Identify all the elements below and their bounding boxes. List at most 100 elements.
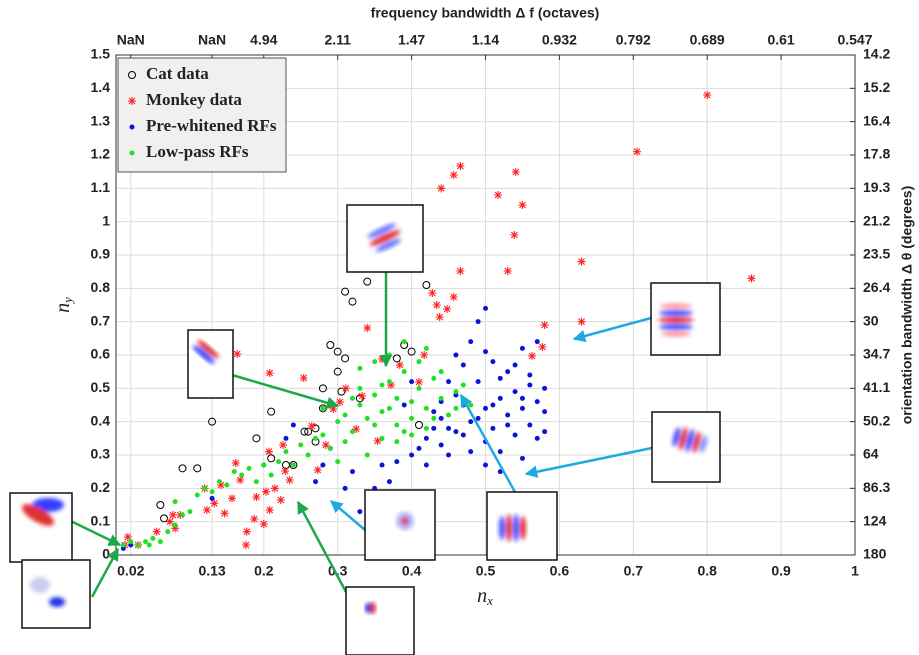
dot-point: [453, 389, 458, 394]
dot-point: [416, 446, 421, 451]
star-point: [450, 171, 458, 179]
cat-point: [194, 465, 201, 472]
dot-point: [527, 373, 532, 378]
star-point: [271, 484, 279, 492]
x2-tick-label: 4.94: [250, 32, 277, 48]
dot-point: [343, 486, 348, 491]
dot-point: [490, 403, 495, 408]
y-tick-label: 0.3: [91, 446, 111, 462]
y-tick-label: 1.2: [91, 146, 111, 162]
cat-point: [179, 465, 186, 472]
dot-point: [476, 379, 481, 384]
x-label-base: n: [477, 585, 487, 607]
star-point: [250, 515, 258, 523]
star-point: [300, 374, 308, 382]
dot-point: [357, 403, 362, 408]
dot-point: [224, 483, 229, 488]
dot-point: [380, 409, 385, 414]
star-point: [286, 476, 294, 484]
rf-inset: [346, 587, 414, 655]
star-point: [233, 350, 241, 358]
star-point: [538, 343, 546, 351]
dot-point: [158, 539, 163, 544]
dot-point: [416, 386, 421, 391]
y-label-sub: y: [60, 297, 75, 305]
y2-tick-label: 19.3: [863, 179, 890, 195]
cat-point: [415, 422, 422, 429]
dot-point: [350, 396, 355, 401]
dot-point: [130, 151, 135, 156]
star-point: [396, 361, 404, 369]
x2-tick-label: 1.47: [398, 32, 425, 48]
dot-point: [409, 433, 414, 438]
cat-point: [349, 298, 356, 305]
top-axis-title: frequency bandwidth Δ f (octaves): [371, 5, 600, 21]
dot-point: [394, 439, 399, 444]
x-label-sub: x: [486, 593, 493, 608]
dot-point: [520, 456, 525, 461]
dot-point: [380, 436, 385, 441]
x2-tick-label: NaN: [117, 32, 145, 48]
dot-point: [247, 466, 252, 471]
dot-point: [446, 379, 451, 384]
star-point: [541, 321, 549, 329]
cat-point: [338, 388, 345, 395]
x2-tick-label: 2.11: [324, 32, 351, 48]
dot-point: [424, 406, 429, 411]
star-point: [358, 392, 366, 400]
dot-point: [313, 479, 318, 484]
y-tick-label: 0.9: [91, 246, 111, 262]
dot-point: [409, 379, 414, 384]
dot-point: [542, 429, 547, 434]
y2-tick-label: 16.4: [863, 112, 890, 128]
x-tick-label: 0.2: [254, 563, 274, 579]
x-tick-label: 0.8: [697, 563, 717, 579]
dot-point: [387, 406, 392, 411]
dot-point: [372, 393, 377, 398]
cat-point: [364, 278, 371, 285]
x2-tick-label: NaN: [198, 32, 226, 48]
dot-point: [468, 339, 473, 344]
star-point: [528, 352, 536, 360]
cat-point: [342, 288, 349, 295]
dot-point: [535, 399, 540, 404]
dot-point: [483, 349, 488, 354]
dot-point: [365, 416, 370, 421]
y-tick-label: 1.1: [91, 179, 111, 195]
dot-point: [439, 396, 444, 401]
dot-point: [424, 346, 429, 351]
star-point: [236, 476, 244, 484]
star-point: [578, 318, 586, 326]
y-tick-label: 1.3: [91, 112, 111, 128]
y2-tick-label: 14.2: [863, 46, 890, 62]
y2-tick-label: 17.8: [863, 146, 890, 162]
legend-label: Pre-whitened RFs: [146, 116, 277, 135]
dot-point: [165, 529, 170, 534]
dot-point: [261, 463, 266, 468]
y-tick-label: 0.1: [91, 512, 111, 528]
cat-point: [393, 355, 400, 362]
star-point: [433, 301, 441, 309]
dot-point: [402, 403, 407, 408]
dot-point: [372, 359, 377, 364]
y2-tick-label: 23.5: [863, 246, 890, 262]
y-tick-label: 1.4: [91, 79, 111, 95]
x-tick-label: 1: [851, 563, 859, 579]
dot-point: [291, 463, 296, 468]
dot-point: [483, 406, 488, 411]
dot-point: [372, 423, 377, 428]
dot-point: [527, 383, 532, 388]
rf-inset: [10, 493, 72, 562]
dot-point: [136, 543, 141, 548]
dot-point: [520, 406, 525, 411]
dot-point: [210, 489, 215, 494]
dot-point: [283, 449, 288, 454]
dot-point: [328, 446, 333, 451]
x-tick-label: 0.5: [476, 563, 496, 579]
chart: 00.10.20.30.40.50.60.70.80.911.11.21.31.…: [0, 0, 919, 655]
dot-point: [446, 453, 451, 458]
y-tick-label: 1.5: [91, 46, 111, 62]
star-point: [510, 231, 518, 239]
y2-tick-label: 64: [863, 446, 879, 462]
star-point: [221, 509, 229, 517]
